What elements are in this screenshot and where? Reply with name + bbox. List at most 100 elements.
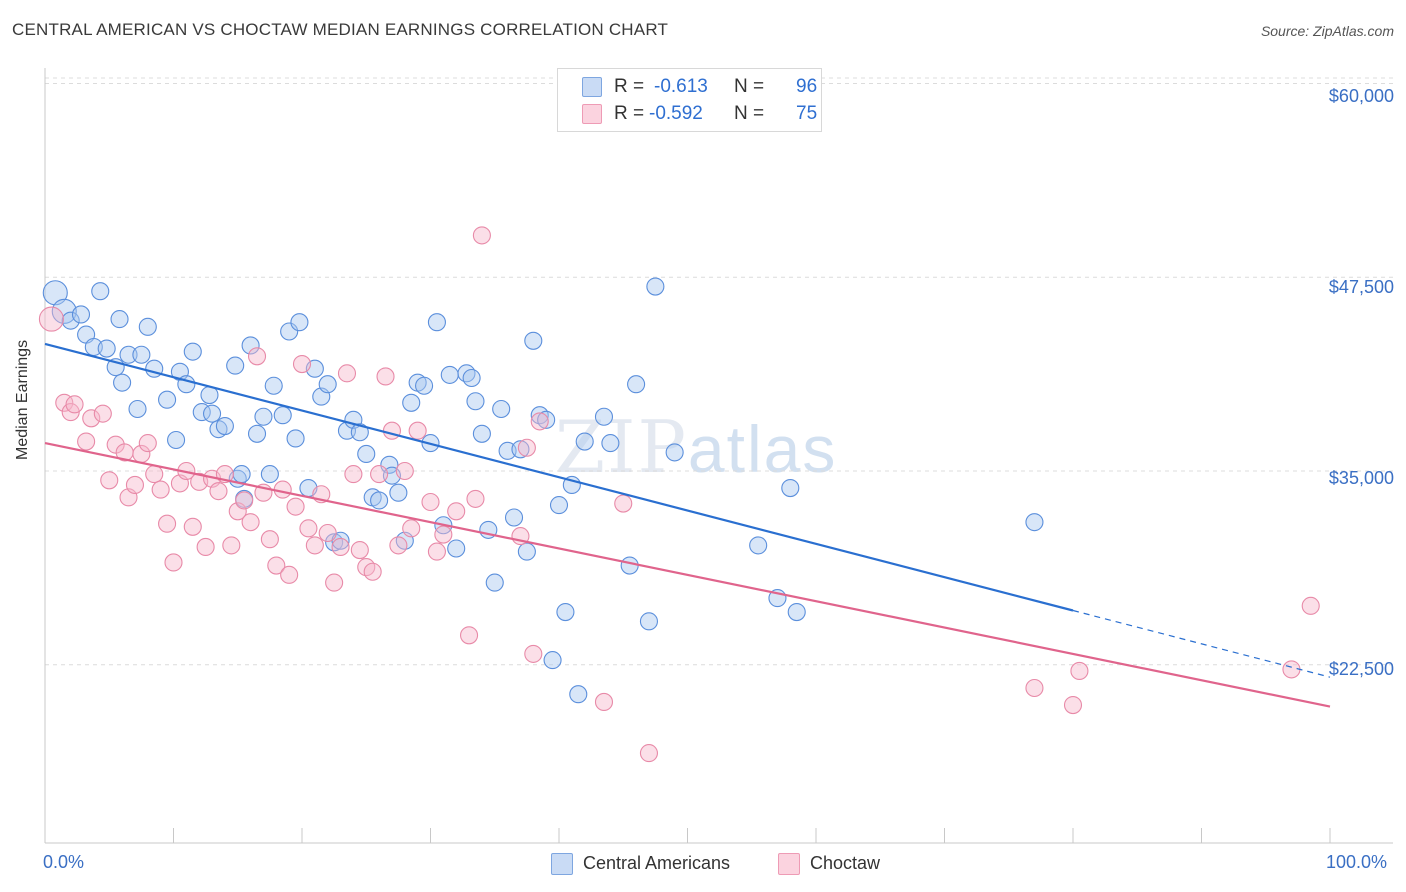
choctaw-point xyxy=(421,492,440,512)
legend-n-value: 75 xyxy=(796,103,818,124)
chart-title: CENTRAL AMERICAN VS CHOCTAW MEDIAN EARNI… xyxy=(12,20,669,39)
central-americans-point xyxy=(665,443,684,462)
central-americans-point xyxy=(113,373,132,392)
bottom-legend-swatch-blue xyxy=(551,853,573,875)
choctaw-point xyxy=(331,537,350,557)
central-americans-point xyxy=(370,491,389,510)
central-americans-point xyxy=(517,542,536,561)
central-americans-point xyxy=(749,536,768,555)
central-americans-point xyxy=(594,407,614,426)
choctaw-point xyxy=(145,465,164,484)
choctaw-point xyxy=(222,536,241,555)
y-tick-label: $47,500 xyxy=(1328,277,1394,297)
choctaw-trendline xyxy=(44,442,1331,708)
choctaw-point xyxy=(517,438,536,457)
choctaw-point xyxy=(164,553,183,572)
choctaw-point xyxy=(77,432,96,451)
legend-r-label: R = xyxy=(614,103,645,124)
central-americans-point xyxy=(167,430,186,450)
central-americans-point xyxy=(203,404,222,423)
central-americans-point xyxy=(132,345,151,364)
central-americans-point xyxy=(627,375,646,394)
choctaw-point xyxy=(639,744,659,763)
central-americans-point xyxy=(318,375,337,394)
choctaw-point xyxy=(1070,661,1089,681)
choctaw-point xyxy=(363,562,382,581)
x-tick-label-max: 100.0% xyxy=(1326,852,1388,872)
central-americans-point xyxy=(466,392,485,411)
central-americans-point xyxy=(158,390,177,409)
central-americans-point xyxy=(286,429,305,448)
legend-r-value: -0.592 xyxy=(649,103,703,124)
central-americans-point xyxy=(280,322,299,341)
central-americans-point xyxy=(427,313,446,332)
central-americans-point xyxy=(325,533,344,552)
choctaw-point xyxy=(292,354,312,374)
choctaw-point xyxy=(472,226,491,245)
central-americans-point xyxy=(97,339,116,358)
choctaw-point xyxy=(209,482,228,501)
choctaw-point xyxy=(267,556,286,575)
choctaw-point xyxy=(427,542,446,561)
central-americans-point xyxy=(504,508,524,527)
choctaw-point xyxy=(402,519,421,538)
central-americans-point xyxy=(215,416,234,436)
central-americans-point xyxy=(290,313,309,332)
choctaw-point xyxy=(357,558,376,577)
central-americans-point xyxy=(51,298,77,324)
legend-r-label: R = xyxy=(614,76,645,97)
choctaw-point xyxy=(1025,678,1044,698)
central-americans-point xyxy=(575,432,594,451)
central-americans-point xyxy=(530,406,549,425)
choctaw-point xyxy=(614,494,633,513)
central-americans-point xyxy=(569,685,588,704)
central-americans-point xyxy=(264,376,283,395)
legend-swatch-blue xyxy=(582,77,602,97)
central-americans-point xyxy=(787,602,806,622)
central-americans-point xyxy=(620,556,639,575)
choctaw-point xyxy=(337,364,357,383)
choctaw-point xyxy=(434,525,453,544)
choctaw-point xyxy=(370,465,389,484)
bottom-legend-label: Choctaw xyxy=(810,853,881,873)
choctaw-point xyxy=(82,409,101,428)
choctaw-point xyxy=(389,536,408,555)
choctaw-point xyxy=(524,644,543,663)
choctaw-point xyxy=(1282,660,1301,679)
central-americans-point xyxy=(447,539,466,558)
y-tick-label: $22,500 xyxy=(1328,659,1394,679)
central-americans-point xyxy=(402,393,421,412)
choctaw-point xyxy=(183,517,202,536)
central-americans-point xyxy=(273,406,292,425)
choctaw-point xyxy=(286,497,305,516)
central-americans-point xyxy=(549,496,569,515)
central-americans-point xyxy=(91,282,110,301)
choctaw-point xyxy=(447,502,466,521)
choctaw-point xyxy=(318,523,337,543)
legend-n-label: N = xyxy=(734,76,765,97)
choctaw-point xyxy=(344,465,363,484)
choctaw-point xyxy=(196,537,215,557)
central-americans-point xyxy=(232,465,251,484)
legend-swatch-pink xyxy=(582,104,602,124)
choctaw-point xyxy=(1063,695,1083,715)
central-americans-point xyxy=(71,305,91,324)
central-americans-point xyxy=(492,399,511,419)
choctaw-point xyxy=(459,626,479,645)
choctaw-point xyxy=(235,491,254,510)
central-americans-point xyxy=(389,483,408,502)
choctaw-point xyxy=(38,306,64,332)
central-americans-point xyxy=(462,368,481,388)
central-americans-point xyxy=(260,465,279,484)
choctaw-point xyxy=(138,434,157,453)
central-americans-point xyxy=(543,651,562,670)
central-americans-point xyxy=(226,356,245,375)
central-americans-point xyxy=(601,434,620,453)
central-americans-point xyxy=(556,602,575,622)
central-americans-point xyxy=(110,310,129,329)
central-americans-point xyxy=(440,365,459,384)
choctaw-point xyxy=(65,395,84,414)
central-americans-point xyxy=(128,399,147,419)
choctaw-point xyxy=(241,513,260,532)
choctaw-point xyxy=(325,573,344,592)
